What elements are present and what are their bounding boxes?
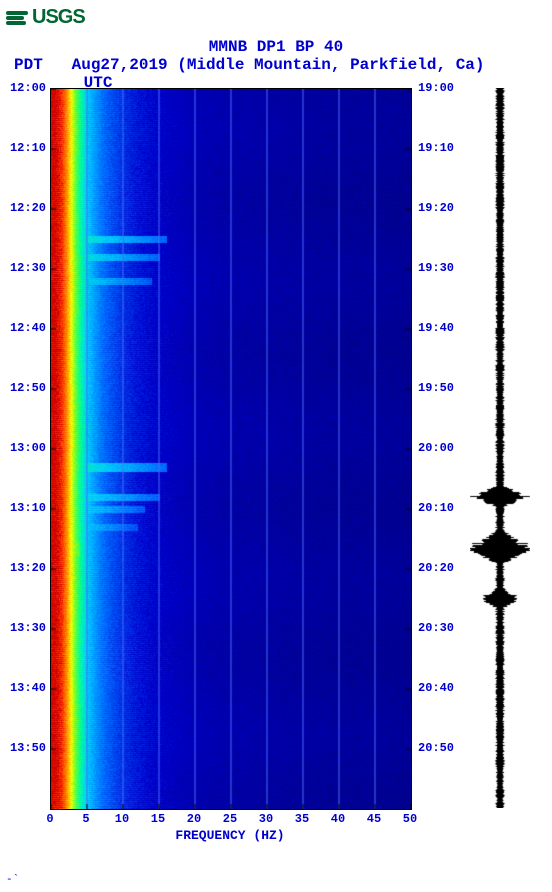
spectrogram-canvas [50,88,412,810]
ytick-left: 12:50 [10,381,46,395]
ytick-left: 13:50 [10,741,46,755]
xtick: 35 [295,812,309,826]
chart-title-location: PDT Aug27,2019 (Middle Mountain, Parkfie… [0,56,552,92]
chart-title-block: MMNB DP1 BP 40 PDT Aug27,2019 (Middle Mo… [0,38,552,92]
ytick-right: 19:30 [418,261,454,275]
xtick: 25 [223,812,237,826]
ytick-left: 13:30 [10,621,46,635]
ytick-left: 13:00 [10,441,46,455]
waveform-trace [470,88,530,808]
ytick-right: 20:50 [418,741,454,755]
ytick-right: 20:00 [418,441,454,455]
xtick: 30 [259,812,273,826]
xtick: 40 [331,812,345,826]
ytick-right: 19:50 [418,381,454,395]
usgs-logo-mark [6,11,28,25]
chart-date-location: Aug27,2019 (Middle Mountain, Parkfield, … [72,56,485,74]
ytick-right: 20:10 [418,501,454,515]
xtick: 0 [46,812,53,826]
ytick-right: 19:40 [418,321,454,335]
usgs-logo-text: USGS [32,6,85,29]
ytick-left: 12:00 [10,81,46,95]
xtick: 5 [82,812,89,826]
ytick-right: 20:20 [418,561,454,575]
ytick-left: 12:10 [10,141,46,155]
ytick-left: 12:40 [10,321,46,335]
chart-title-station: MMNB DP1 BP 40 [0,38,552,56]
ytick-right: 20:30 [418,621,454,635]
footer-mark: -` [6,874,19,886]
ytick-right: 19:00 [418,81,454,95]
ytick-left: 12:20 [10,201,46,215]
ytick-right: 19:20 [418,201,454,215]
timezone-left: PDT [14,56,43,74]
xaxis-label: FREQUENCY (HZ) [175,828,284,843]
ytick-left: 13:40 [10,681,46,695]
spectrogram-plot: 12:0012:1012:2012:3012:4012:5013:0013:10… [50,88,410,808]
ytick-right: 19:10 [418,141,454,155]
xtick: 45 [367,812,381,826]
usgs-logo: USGS [6,6,85,29]
ytick-left: 13:20 [10,561,46,575]
ytick-left: 12:30 [10,261,46,275]
xtick: 50 [403,812,417,826]
ytick-left: 13:10 [10,501,46,515]
xtick: 10 [115,812,129,826]
xtick: 20 [187,812,201,826]
ytick-right: 20:40 [418,681,454,695]
xtick: 15 [151,812,165,826]
